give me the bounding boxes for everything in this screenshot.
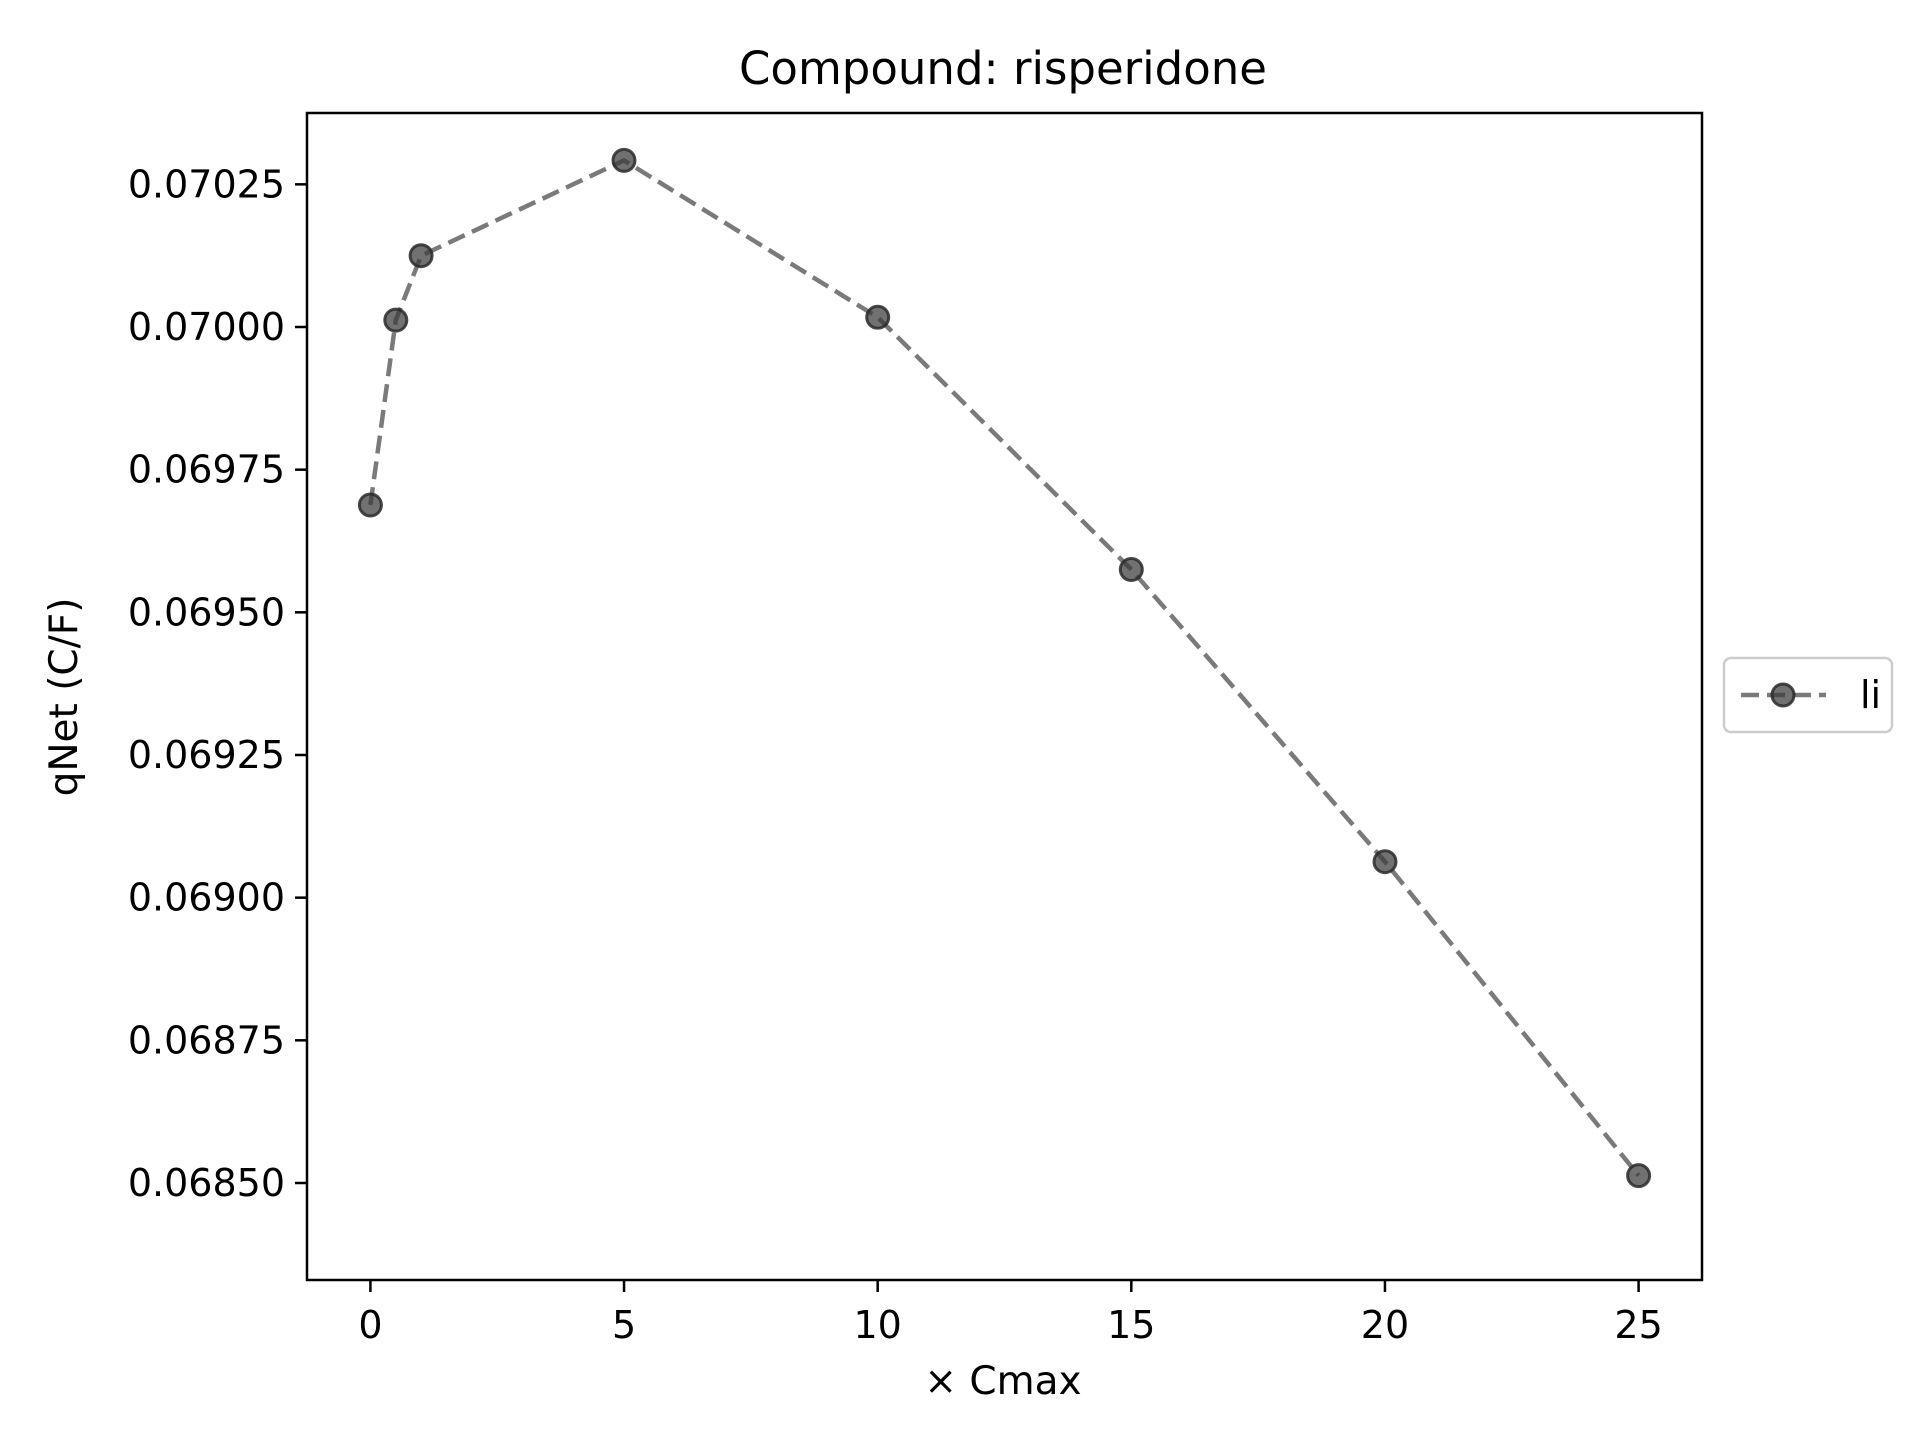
data-point <box>1372 849 1398 875</box>
y-tick-label: 0.06850 <box>128 1161 285 1205</box>
data-point <box>383 307 409 333</box>
y-tick-label: 0.06925 <box>128 733 285 777</box>
plot-frame <box>305 111 1704 1282</box>
legend-marker-0 <box>1770 682 1796 708</box>
chart-title: Compound: risperidone <box>739 42 1267 95</box>
y-tick-label: 0.06975 <box>128 448 285 492</box>
data-point <box>865 304 891 330</box>
y-tick-label: 0.06875 <box>128 1018 285 1062</box>
data-point <box>1118 557 1144 582</box>
y-tick-label: 0.06950 <box>128 590 285 634</box>
x-tick-label: 20 <box>1361 1303 1409 1347</box>
x-tick-label: 10 <box>854 1303 902 1347</box>
data-point <box>408 243 434 269</box>
data-point <box>611 147 637 173</box>
data-point <box>357 492 383 518</box>
y-tick-label: 0.06900 <box>128 876 285 920</box>
x-tick-label: 15 <box>1107 1303 1155 1347</box>
x-tick-label: 0 <box>358 1303 382 1347</box>
data-point <box>1626 1163 1652 1189</box>
legend: li <box>1722 656 1894 734</box>
y-tick-label: 0.07000 <box>128 305 285 349</box>
y-axis-label: qNet (C/F) <box>42 598 87 797</box>
legend-label-0: li <box>1860 673 1881 717</box>
plot-area: 0 5 10 15 20 25 0.06850 0.06875 0.06900 0.06925 0.… <box>128 111 1704 1347</box>
x-tick-label: 25 <box>1614 1303 1662 1347</box>
x-tick-label: 5 <box>612 1303 636 1347</box>
x-axis-label: × Cmax <box>924 1359 1081 1404</box>
y-tick-label: 0.07025 <box>128 162 285 206</box>
